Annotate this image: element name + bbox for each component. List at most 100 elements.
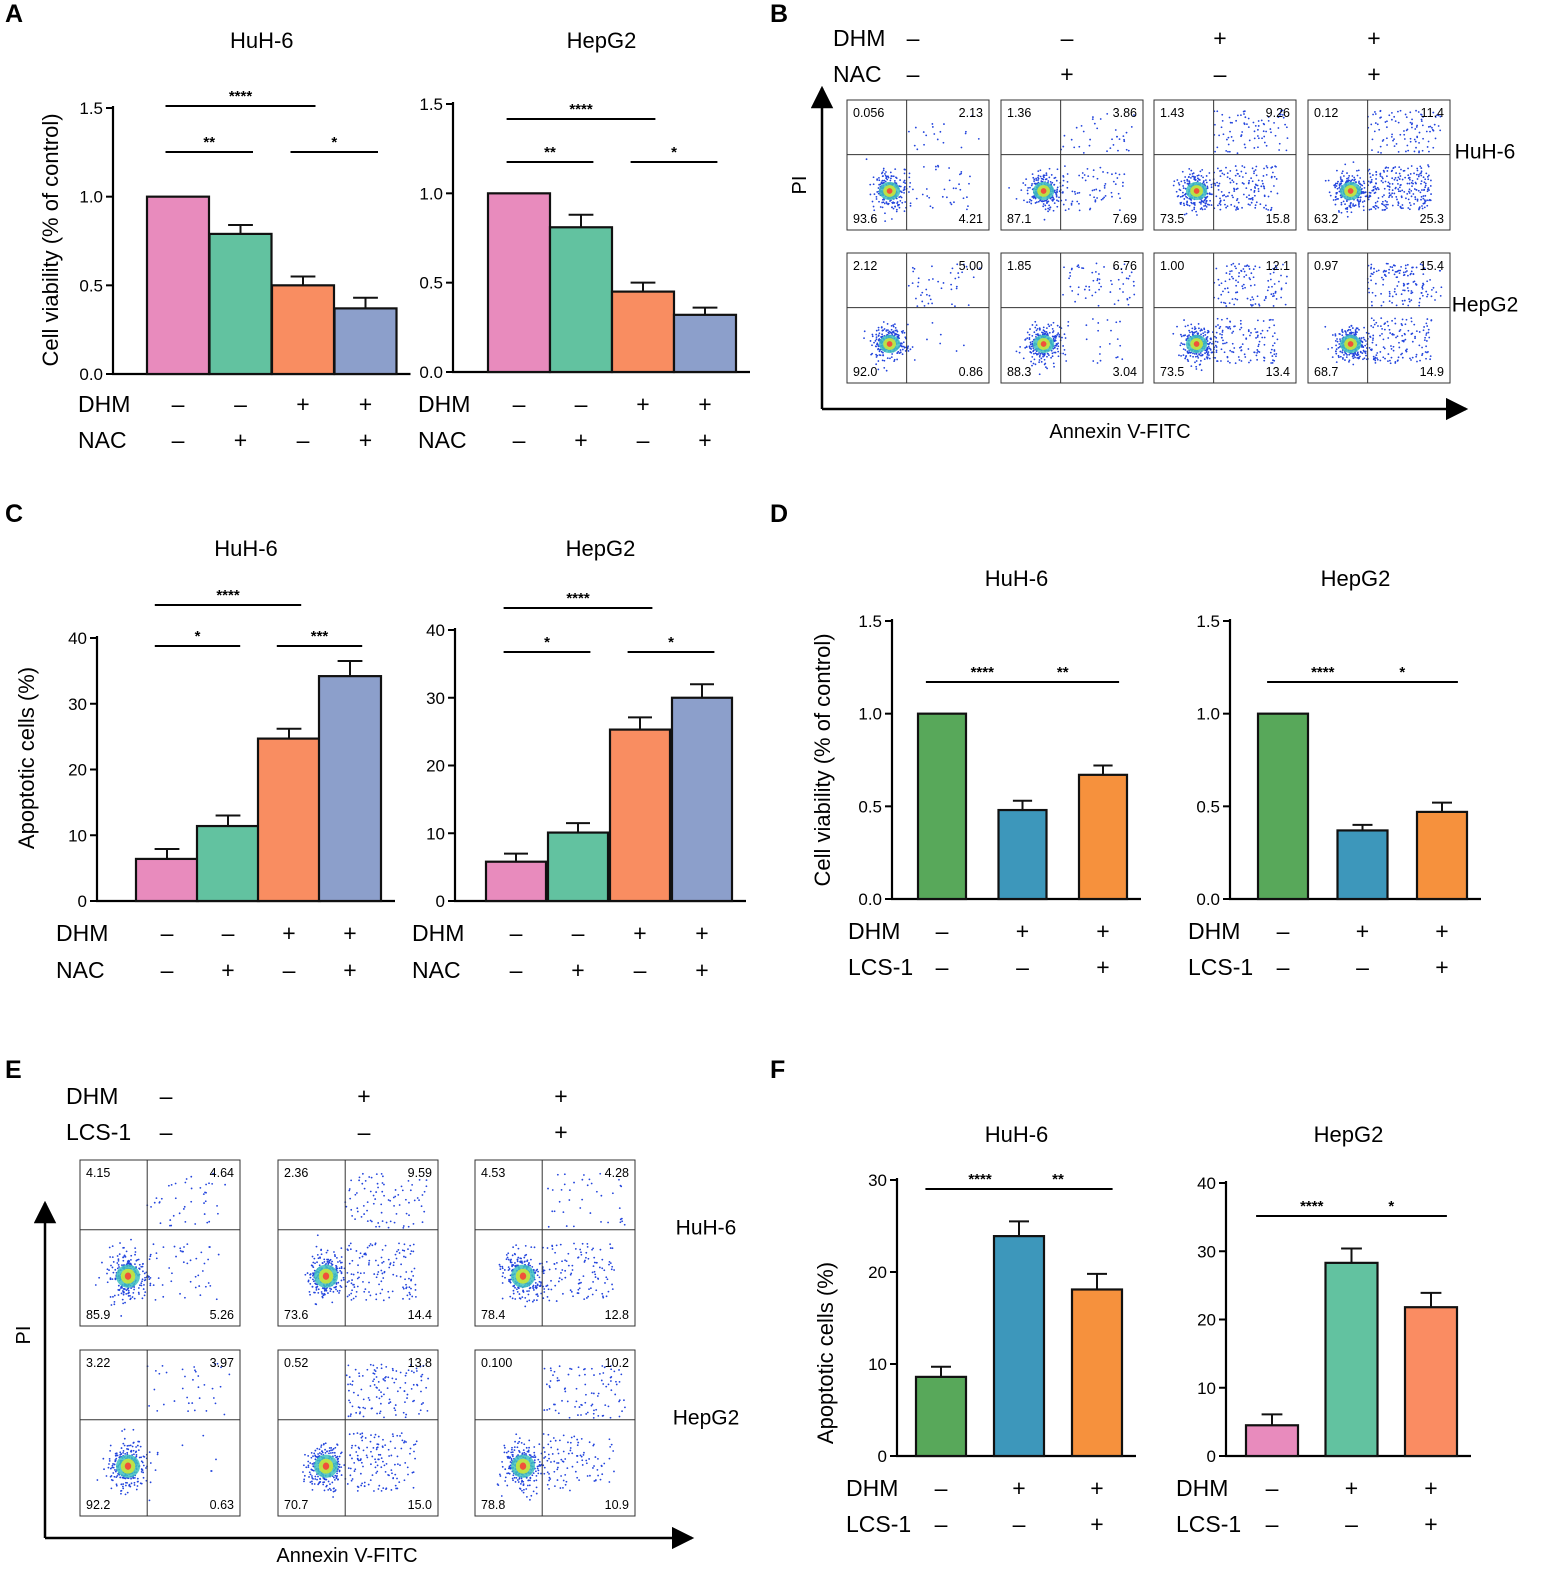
event-dot	[1035, 182, 1037, 185]
event-dot	[1406, 144, 1409, 147]
event-dot	[1381, 209, 1384, 211]
event-dot	[499, 1268, 502, 1271]
event-dot	[1261, 329, 1264, 332]
event-dot	[1113, 267, 1116, 270]
significance-label: ****	[569, 101, 593, 118]
event-dot	[878, 200, 880, 203]
chart-title: HuH-6	[985, 1122, 1049, 1147]
event-dot	[178, 1212, 181, 1215]
event-dot	[129, 1294, 131, 1297]
event-dot	[1029, 186, 1031, 189]
event-dot	[134, 1247, 137, 1249]
event-dot	[1273, 332, 1276, 335]
event-dot	[1019, 346, 1022, 348]
event-dot	[1397, 110, 1399, 113]
event-dot	[109, 1296, 112, 1298]
condition-label: NAC	[833, 61, 882, 87]
event-dot	[1234, 325, 1236, 328]
event-dot	[1234, 165, 1237, 167]
event-dot	[1427, 140, 1430, 143]
event-dot	[1203, 327, 1206, 330]
event-dot	[1367, 198, 1370, 201]
event-dot	[1257, 179, 1260, 182]
event-dot	[1411, 356, 1414, 359]
event-dot	[1351, 175, 1354, 177]
event-dot	[1244, 116, 1247, 119]
event-dot	[1414, 198, 1417, 201]
event-dot	[1347, 176, 1350, 179]
event-dot	[1046, 355, 1048, 358]
event-dot	[1371, 304, 1373, 307]
event-dot	[1364, 352, 1367, 354]
event-dot	[1390, 348, 1393, 350]
event-dot	[1365, 340, 1367, 342]
event-dot	[1341, 351, 1344, 354]
event-dot	[1096, 177, 1099, 180]
event-dot	[1338, 343, 1341, 345]
event-dot	[368, 1176, 371, 1178]
event-dot	[1383, 204, 1386, 207]
condition-sign: –	[234, 391, 247, 417]
event-dot	[179, 1249, 182, 1252]
event-dot	[1217, 297, 1220, 300]
event-dot	[943, 123, 945, 125]
event-dot	[1112, 144, 1115, 146]
event-dot	[389, 1263, 392, 1266]
event-dot	[314, 1283, 317, 1285]
event-dot	[1235, 284, 1238, 287]
event-dot	[124, 1301, 126, 1304]
event-dot	[1368, 194, 1371, 197]
event-dot	[94, 1284, 97, 1286]
event-dot	[1073, 146, 1076, 149]
bar	[610, 290, 676, 374]
event-dot	[1388, 295, 1391, 298]
event-dot	[198, 1285, 201, 1287]
event-dot	[1183, 198, 1186, 200]
event-dot	[1269, 128, 1272, 130]
event-dot	[1407, 174, 1410, 177]
event-dot	[1402, 339, 1405, 342]
event-dot	[1253, 172, 1255, 175]
event-dot	[1361, 184, 1364, 187]
event-dot	[1352, 363, 1355, 366]
event-dot	[1050, 356, 1052, 359]
event-dot	[1414, 337, 1416, 340]
event-dot	[1220, 301, 1223, 304]
event-dot	[1415, 109, 1417, 112]
event-dot	[1434, 116, 1437, 118]
event-dot	[416, 1197, 419, 1199]
event-dot	[885, 369, 888, 372]
event-dot	[1421, 346, 1423, 349]
event-dot	[903, 331, 906, 334]
event-dot	[1215, 325, 1217, 328]
event-dot	[405, 1286, 408, 1289]
event-dot	[939, 130, 942, 133]
event-dot	[1337, 356, 1340, 359]
event-dot	[1375, 321, 1378, 324]
event-dot	[1415, 353, 1418, 356]
event-dot	[1344, 207, 1347, 210]
event-dot	[1411, 122, 1414, 125]
event-dot	[1384, 357, 1386, 360]
event-dot	[1349, 332, 1352, 335]
event-dot	[1220, 126, 1223, 129]
event-dot	[1400, 265, 1402, 268]
event-dot	[1204, 333, 1207, 336]
event-dot	[315, 1245, 318, 1248]
event-dot	[408, 1214, 410, 1217]
event-dot	[1268, 319, 1271, 321]
event-dot	[131, 1296, 134, 1298]
event-dot	[511, 1297, 514, 1300]
event-dot	[1423, 202, 1426, 204]
event-dot	[1341, 170, 1344, 173]
event-dot	[1426, 351, 1428, 354]
event-dot	[407, 1179, 410, 1182]
event-dot	[1399, 133, 1402, 136]
event-dot	[863, 330, 866, 333]
event-dot	[1030, 199, 1033, 202]
condition-sign: –	[160, 1119, 173, 1145]
event-dot	[1399, 328, 1402, 331]
event-dot	[392, 1264, 395, 1267]
event-dot	[174, 1197, 177, 1200]
event-dot	[1103, 184, 1106, 187]
